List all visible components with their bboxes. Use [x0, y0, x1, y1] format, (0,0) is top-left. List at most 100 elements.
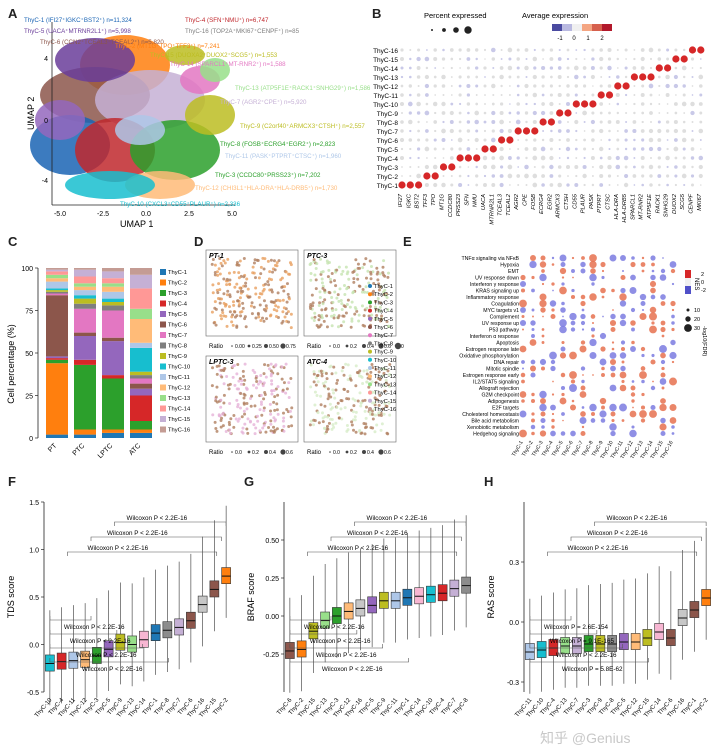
dotplot-dot [682, 93, 686, 97]
dotplot-gene-label: TFF3 [423, 193, 429, 208]
spatial-legend-label: ThyC-9 [374, 350, 393, 356]
spatial-spot [244, 284, 248, 288]
dotplot-dot [507, 65, 513, 71]
dotplot-dot [574, 183, 579, 187]
size-legend-dot [464, 26, 472, 34]
dotplot-dot [500, 49, 503, 51]
dotplot-dot [458, 147, 462, 151]
dotplot-dot [674, 156, 678, 160]
spatial-spot [374, 380, 378, 384]
spatial-spot [363, 409, 367, 413]
spatial-spot [259, 265, 263, 269]
spatial-spot [214, 399, 218, 403]
dotplot-gene-label: PRSS23 [456, 193, 462, 216]
umap-cluster [115, 115, 165, 145]
spatial-spot [343, 292, 347, 296]
spatial-spot [240, 430, 244, 434]
dotplot-dot [458, 84, 462, 88]
pathway-dot [549, 351, 557, 360]
c-bar-segment [130, 288, 152, 309]
spatial-spot [240, 379, 244, 383]
dotplot-dot [433, 147, 437, 151]
ratio-tick: 0.2 [350, 450, 357, 456]
dotplot-dot [573, 65, 579, 71]
pathway-dot [609, 254, 617, 262]
dotplot-dot [524, 173, 529, 179]
pathway-dot [530, 372, 536, 378]
spatial-spot [381, 271, 385, 275]
spatial-legend-dot [368, 390, 372, 395]
spatial-spot [354, 410, 358, 414]
spatial-spot [251, 368, 255, 372]
dotplot-dot [607, 164, 612, 170]
spatial-spot [370, 363, 374, 367]
dotplot-dot [583, 84, 587, 88]
dotplot-dot [616, 67, 619, 69]
dotplot-dot [615, 120, 620, 124]
dotplot-dot [466, 129, 471, 133]
pathway-dot [660, 359, 666, 365]
spatial-spot [216, 291, 220, 295]
pathway-dot [590, 327, 596, 332]
c-bar-segment [46, 434, 68, 438]
spatial-spot [249, 304, 253, 308]
sig-label: Wilcoxon P < 2.2E-16 [556, 652, 617, 659]
spatial-spot [371, 417, 375, 421]
spatial-spot [264, 430, 268, 434]
spatial-spot [228, 310, 232, 314]
dotplot-dot [641, 138, 645, 142]
dotplot-dot [492, 67, 495, 69]
spatial-spot [321, 302, 325, 306]
pathway-dot [662, 257, 664, 259]
pathway-dot [660, 326, 666, 333]
dotplot-dot [599, 128, 604, 134]
spatial-spot [377, 288, 381, 292]
spatial-spot [314, 267, 318, 271]
pathway-dot [660, 372, 666, 378]
dotplot-dot [657, 75, 661, 79]
spatial-spot [388, 413, 392, 417]
dotplot-dot [442, 157, 445, 159]
spatial-spot [321, 416, 325, 420]
spatial-spot [246, 295, 250, 299]
spatial-spot [350, 423, 354, 427]
sig-label: Wilcoxon P < 2.2E-16 [607, 515, 668, 522]
pathway-dot [609, 384, 617, 392]
c-legend-label: ThyC-3 [168, 291, 187, 297]
c-bar-segment [74, 308, 96, 333]
spatial-spot [367, 281, 371, 285]
color-legend-tick: 1 [586, 36, 590, 42]
fdr-legend-tick: 10 [694, 308, 700, 314]
spatial-spot [268, 402, 272, 406]
dotplot-dot [624, 66, 628, 70]
dotplot-dot [673, 102, 678, 106]
dotplot-dot [683, 112, 686, 114]
pathway-dot [580, 340, 586, 345]
pathway-dot [540, 417, 546, 424]
dotplot-dot [415, 181, 423, 189]
spatial-spot [237, 303, 241, 307]
spatial-spot [289, 326, 293, 330]
sig-bracket [289, 644, 383, 649]
c-ytick: 75 [25, 309, 33, 316]
dotplot-dot [575, 157, 578, 159]
dotplot-dot [682, 75, 686, 79]
pathway-dot [571, 399, 575, 403]
spatial-spot [221, 424, 225, 428]
dotplot-dots [398, 46, 705, 189]
spatial-spot [336, 411, 340, 415]
c-legend-label: ThyC-4 [168, 302, 188, 308]
spatial-spot [382, 412, 386, 416]
spatial-spot [375, 314, 379, 318]
spatial-spot [282, 289, 286, 293]
pathway-dot [562, 315, 564, 318]
dotplot-dot [425, 49, 428, 51]
dotplot-dot [673, 74, 678, 80]
dotplot-dot [516, 102, 520, 106]
ratio-tick: 0.0 [333, 450, 340, 456]
spatial-legend-dot [368, 300, 372, 305]
dotplot-dot [408, 111, 412, 115]
pathway-dot [612, 309, 614, 311]
spatial-spot [250, 394, 254, 398]
dotplot-dot [400, 75, 404, 79]
